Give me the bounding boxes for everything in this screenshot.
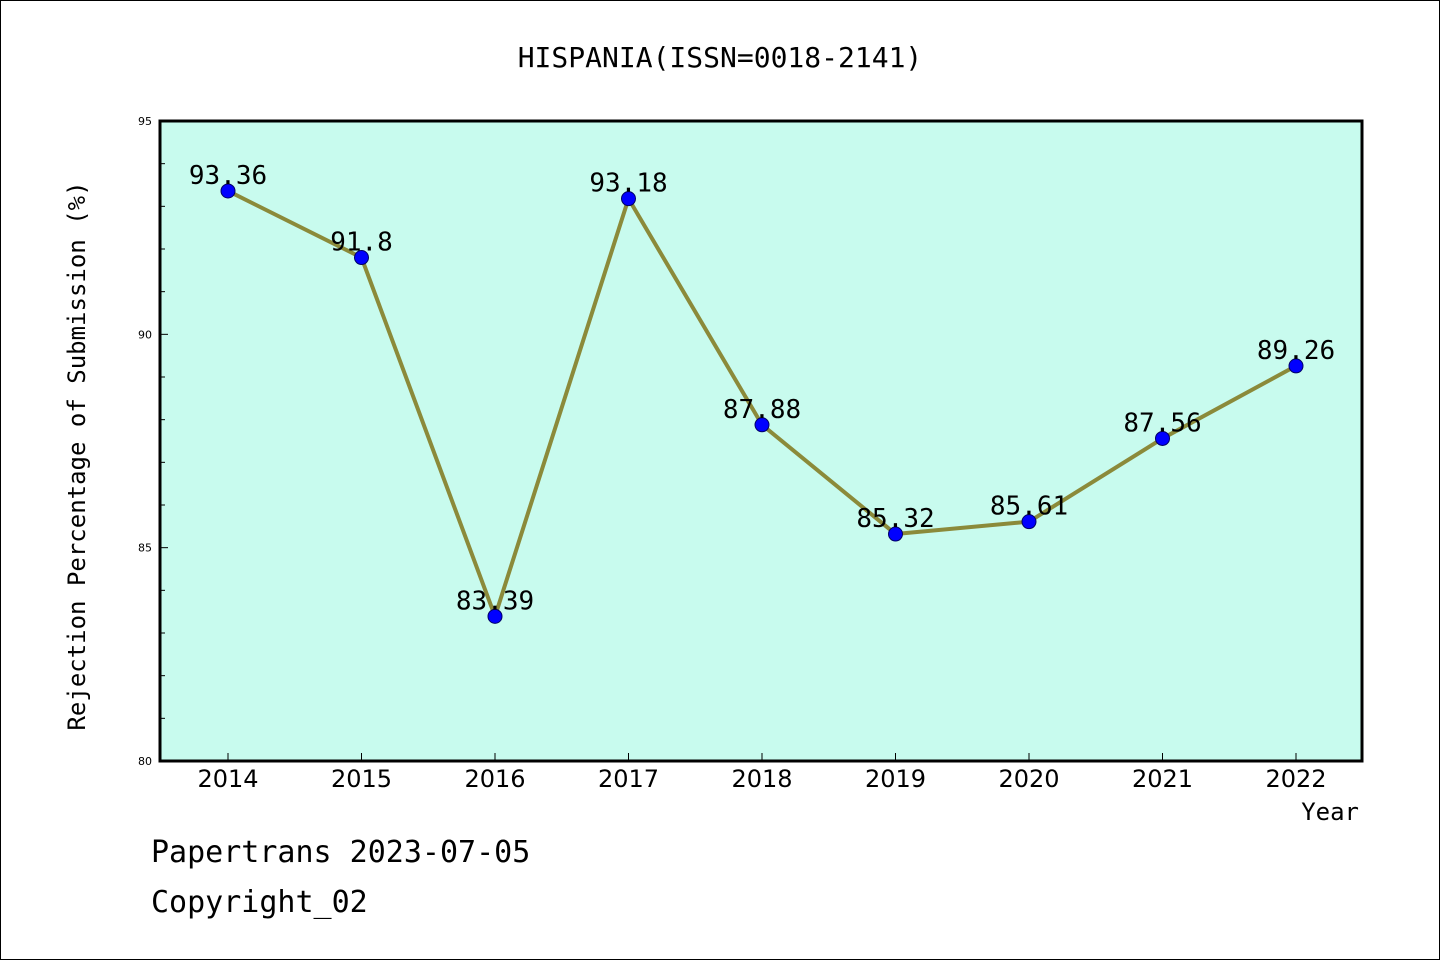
x-tick-label: 2016 [464, 765, 525, 793]
data-markers [220, 183, 1304, 624]
x-tick-label: 2015 [331, 765, 392, 793]
y-tick-label: 95 [138, 115, 152, 128]
data-point [754, 417, 770, 433]
y-tick-label: 90 [138, 328, 152, 341]
x-tick-label: 2017 [598, 765, 659, 793]
data-label: 85.32 [856, 504, 934, 534]
footer-date: Papertrans 2023-07-05 [151, 835, 531, 870]
data-label: 89.26 [1257, 336, 1335, 366]
data-label: 87.56 [1123, 408, 1201, 438]
y-tick-label: 80 [138, 755, 152, 768]
plot-area [160, 121, 1362, 761]
x-tick-label: 2020 [998, 765, 1059, 793]
data-label: 83.39 [456, 586, 534, 616]
x-tick-label: 2022 [1265, 765, 1326, 793]
data-point [1155, 430, 1170, 446]
x-tick-label: 2019 [865, 765, 926, 793]
data-label: 93.36 [189, 161, 267, 191]
data-point [354, 250, 369, 266]
data-point [888, 526, 903, 542]
x-axis-ticks: 2014 2015 2016 2017 2018 2019 2020 2021 2022 [197, 753, 1327, 793]
data-label: 85.61 [990, 492, 1068, 522]
data-label: 87.88 [723, 395, 801, 425]
data-label: 91.8 [330, 228, 393, 258]
data-point [487, 608, 503, 624]
chart-title: HISPANIA(ISSN=0018-2141) [518, 41, 923, 74]
x-tick-label: 2021 [1132, 765, 1193, 793]
data-point [220, 183, 236, 199]
x-tick-label: 2018 [731, 765, 792, 793]
x-axis-title: Year [1301, 798, 1359, 826]
footer-copyright: Copyright_02 [151, 885, 368, 920]
data-point [621, 191, 636, 207]
data-label: 93.18 [589, 169, 667, 199]
x-tick-label: 2014 [197, 765, 258, 793]
y-tick-label: 85 [138, 542, 152, 555]
data-point [1288, 358, 1304, 374]
y-axis-title: Rejection Percentage of Submission (%) [63, 181, 91, 730]
plot-frame [158, 119, 1364, 763]
data-labels: 93.36 91.8 83.39 93.18 87.88 85.32 85.61 87.56 8… [189, 161, 1335, 616]
data-point [1021, 514, 1037, 530]
